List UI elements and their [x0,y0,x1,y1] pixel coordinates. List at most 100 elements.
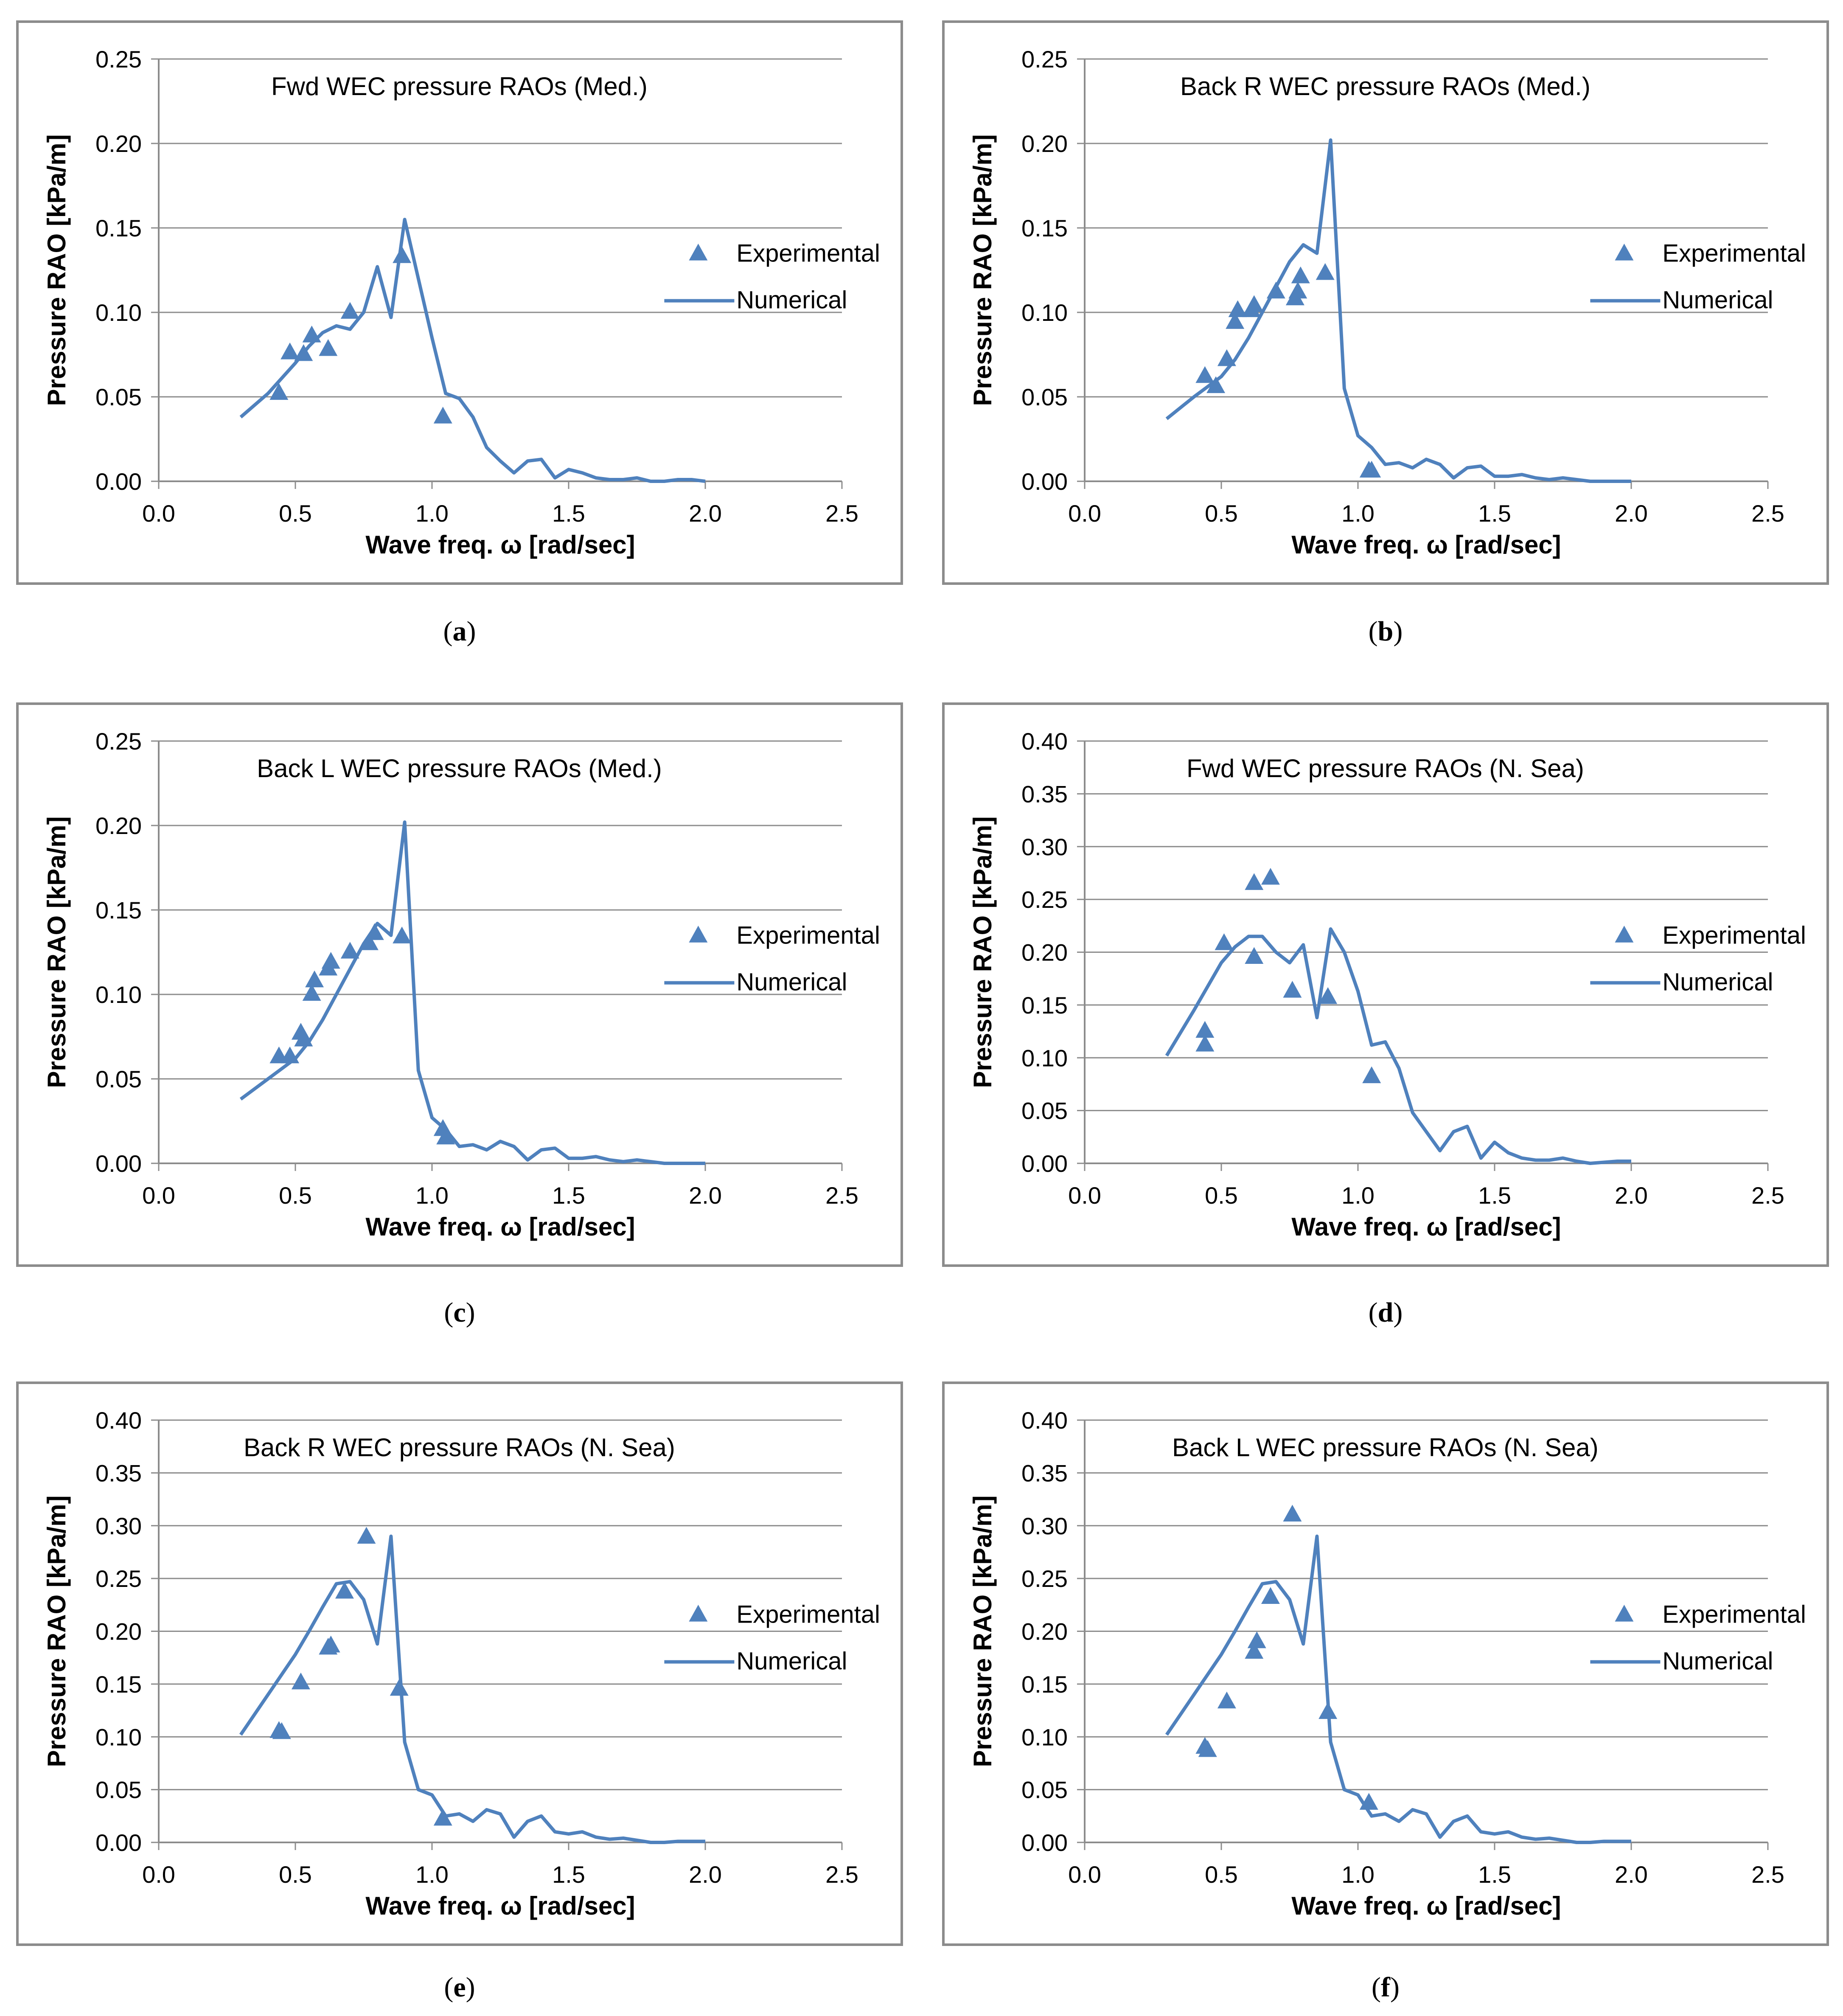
experimental-point [302,984,321,1001]
experimental-point [1318,987,1338,1004]
experimental-point [1283,1505,1302,1522]
x-axis-label: Wave freq. ω [rad/sec] [1291,531,1561,559]
chart-panel-a: 0.00 0.05 0.10 0.15 0.20 0.25 0.0 0.5 1.0 1.5 2.0 2… [16,20,903,585]
y-tick-label: 0.00 [1021,1829,1068,1856]
experimental-point [269,383,289,400]
experimental-point [1318,1702,1338,1719]
x-tick-label: 2.5 [1751,1182,1784,1209]
chart-panel-f: 0.00 0.05 0.10 0.15 0.20 0.25 0.30 0.35 0.40 0.0 0… [942,1381,1829,1946]
experimental-point [393,246,412,263]
experimental-point [1288,281,1307,299]
legend-experimental-marker [1615,244,1634,261]
experimental-point [302,326,321,343]
experimental-point [321,1635,340,1653]
experimental-point [305,970,324,988]
x-tick-label: 0.5 [279,1182,312,1209]
chart-title: Back L WEC pressure RAOs (Med.) [257,754,662,783]
experimental-point [1195,1034,1215,1052]
y-tick-label: 0.15 [95,897,142,924]
experimental-point [433,1808,452,1826]
y-tick-label: 0.15 [1021,1671,1068,1698]
experimental-point [1198,1740,1217,1757]
legend-numerical-label: Numerical [1662,969,1773,996]
x-tick-label: 2.0 [1615,1182,1648,1209]
legend-experimental-label: Experimental [1662,922,1806,949]
y-tick-label: 0.00 [95,468,142,495]
caption-f: (f) [1372,1972,1400,2003]
x-tick-label: 0.5 [279,500,312,527]
legend-experimental-label: Experimental [736,922,880,949]
chart-title: Back L WEC pressure RAOs (N. Sea) [1172,1433,1599,1462]
x-tick-label: 0.5 [1205,1182,1238,1209]
y-tick-label: 0.25 [95,1565,142,1592]
y-tick-label: 0.30 [1021,1513,1068,1539]
x-tick-label: 0.5 [1205,1861,1238,1888]
y-axis-label: Pressure RAO [kPa/m] [968,134,997,406]
experimental-point [1247,1631,1266,1648]
y-tick-label: 0.15 [95,215,142,241]
numerical-series-line [1165,1534,1631,1844]
legend-experimental-label: Experimental [736,1601,880,1629]
experimental-point [321,952,340,969]
experimental-point [1195,1021,1215,1038]
x-tick-label: 1.0 [1341,1861,1375,1888]
x-axis-label: Wave freq. ω [rad/sec] [365,531,635,559]
y-tick-label: 0.00 [95,1150,142,1177]
y-tick-label: 0.20 [95,130,142,157]
chart-svg-e: 0.00 0.05 0.10 0.15 0.20 0.25 0.30 0.35 0.40 0.0 0… [42,1407,880,1920]
experimental-point [436,1127,455,1145]
y-tick-label: 0.10 [95,299,142,326]
experimental-point [1362,460,1381,478]
y-tick-label: 0.05 [95,384,142,410]
y-tick-label: 0.20 [1021,130,1068,157]
experimental-point [1217,1691,1236,1709]
x-tick-label: 1.5 [1478,500,1511,527]
y-tick-label: 0.10 [95,1724,142,1750]
x-tick-label: 2.0 [1615,500,1648,527]
experimental-point [1359,1793,1378,1810]
experimental-point [1226,312,1245,329]
chart-svg-d: 0.00 0.05 0.10 0.15 0.20 0.25 0.30 0.35 0.40 0.0 0… [968,728,1806,1241]
x-axis-label: Wave freq. ω [rad/sec] [365,1892,635,1920]
experimental-point [359,933,379,950]
y-tick-label: 0.05 [95,1777,142,1803]
experimental-point [1215,933,1234,950]
y-tick-label: 0.35 [1021,781,1068,807]
y-tick-label: 0.20 [1021,939,1068,966]
x-tick-label: 2.0 [1615,1861,1648,1888]
x-tick-label: 1.0 [415,500,449,527]
x-tick-label: 2.5 [1751,1861,1784,1888]
legend-experimental-marker [689,926,708,943]
x-tick-label: 1.5 [1478,1182,1511,1209]
y-axis-label: Pressure RAO [kPa/m] [42,1495,71,1767]
y-axis-label: Pressure RAO [kPa/m] [968,1495,997,1767]
chart-panel-e: 0.00 0.05 0.10 0.15 0.20 0.25 0.30 0.35 0.40 0.0 0… [16,1381,903,1946]
y-tick-label: 0.00 [1021,1150,1068,1177]
experimental-point [1206,376,1226,393]
chart-svg-f: 0.00 0.05 0.10 0.15 0.20 0.25 0.30 0.35 0.40 0.0 0… [968,1407,1806,1920]
experimental-point [272,1722,291,1739]
x-tick-label: 1.5 [552,1861,585,1888]
x-tick-label: 2.0 [689,1861,722,1888]
legend-numerical-label: Numerical [736,1648,847,1675]
chart-svg-b: 0.00 0.05 0.10 0.15 0.20 0.25 0.0 0.5 1.0 1.5 2.0 2… [968,46,1806,559]
experimental-point [1245,295,1264,312]
experimental-point [1245,1642,1264,1659]
legend-experimental-marker [1615,926,1634,943]
experimental-point [1266,281,1285,299]
y-tick-label: 0.20 [95,1618,142,1645]
caption-e: (e) [444,1972,475,2003]
numerical-series-line [239,820,705,1165]
chart-title: Fwd WEC pressure RAOs (N. Sea) [1187,754,1584,783]
legend-numerical-label: Numerical [736,969,847,996]
y-tick-label: 0.05 [95,1066,142,1092]
experimental-point [1217,349,1236,366]
numerical-series-line [239,218,706,483]
x-tick-label: 0.0 [142,1861,175,1888]
x-tick-label: 1.0 [1341,500,1375,527]
x-tick-label: 1.5 [552,1182,585,1209]
chart-panel-b: 0.00 0.05 0.10 0.15 0.20 0.25 0.0 0.5 1.0 1.5 2.0 2… [942,20,1829,585]
y-tick-label: 0.10 [1021,1045,1068,1071]
legend-numerical-label: Numerical [1662,286,1773,314]
y-tick-label: 0.25 [95,46,142,73]
